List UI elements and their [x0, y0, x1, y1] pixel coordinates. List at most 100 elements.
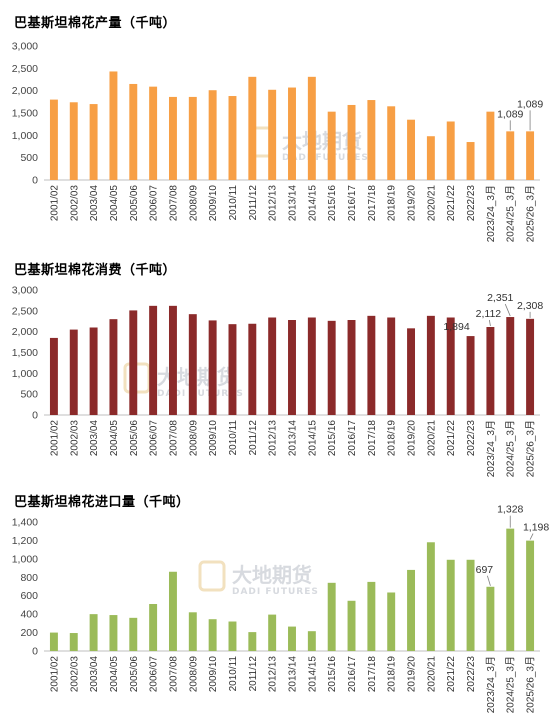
bar-2015/16 [327, 111, 336, 180]
y-tick-label: 2,000 [12, 326, 38, 338]
x-tick-label: 2012/13 [268, 185, 279, 222]
y-tick-label: 0 [32, 646, 38, 658]
bar-2018/19 [387, 317, 396, 415]
bar-2007/08 [168, 305, 177, 415]
bar-2012/13 [268, 317, 277, 415]
x-tick-label: 2017/18 [367, 656, 378, 693]
x-tick-label: 2012/13 [268, 656, 279, 693]
bar-2009/10 [208, 90, 217, 180]
bar-2015/16 [327, 320, 336, 415]
y-tick-label: 500 [20, 152, 38, 164]
x-tick-label: 2025/26_3月 [525, 185, 537, 242]
data-label-leader [504, 303, 511, 317]
x-tick-label: 2017/18 [367, 185, 378, 222]
bar-2006/07 [149, 305, 158, 415]
x-tick-label: 2013/14 [288, 185, 299, 222]
bar-2021/22 [446, 317, 455, 415]
x-tick-label: 2007/08 [168, 420, 179, 457]
x-tick-label: 2022/23 [466, 656, 477, 693]
x-tick-label: 2008/09 [188, 420, 199, 457]
bar-2014/15 [307, 76, 316, 180]
x-tick-label: 2024/25_3月 [505, 656, 517, 713]
data-label: 697 [476, 564, 494, 576]
x-tick-label: 2002/03 [69, 420, 80, 457]
bar-2011/12 [248, 323, 257, 415]
import-chart-title: 巴基斯坦棉花进口量（千吨） [14, 495, 190, 510]
bar-2005/06 [129, 310, 138, 415]
x-tick-label: 2014/15 [307, 185, 318, 222]
y-tick-label: 3,000 [12, 285, 38, 297]
bar-2018/19 [387, 106, 396, 180]
x-tick-label: 2002/03 [69, 656, 80, 693]
bar-2013/14 [288, 320, 296, 415]
x-tick-label: 2003/04 [89, 420, 100, 457]
x-tick-label: 2002/03 [69, 185, 80, 222]
bar-2021/22 [446, 559, 455, 651]
bar-2004/05 [109, 615, 118, 651]
bar-2007/08 [168, 571, 177, 651]
x-tick-label: 2010/11 [228, 185, 239, 221]
x-tick-label: 2021/22 [446, 420, 457, 457]
x-tick-label: 2021/22 [446, 185, 457, 222]
data-label: 1,894 [443, 321, 469, 333]
y-tick-label: 1,200 [12, 535, 38, 547]
x-tick-label: 2006/07 [149, 185, 160, 222]
x-tick-label: 2024/25_3月 [505, 420, 517, 477]
data-label: 1,198 [523, 522, 549, 534]
bar-2018/19 [387, 592, 396, 651]
bar-2019/20 [407, 569, 416, 651]
x-tick-label: 2013/14 [288, 656, 299, 693]
x-tick-label: 2005/06 [129, 420, 140, 457]
consumption-chart-title: 巴基斯坦棉花消费（千吨） [14, 263, 177, 278]
data-label: 2,351 [487, 292, 513, 304]
bar-2005/06 [129, 83, 138, 180]
x-tick-label: 2010/11 [228, 656, 239, 692]
x-tick-label: 2016/17 [347, 420, 358, 457]
y-tick-label: 0 [32, 175, 38, 187]
bar-2012/13 [268, 89, 277, 180]
bar-2009/10 [208, 619, 217, 651]
bar-2017/18 [367, 581, 376, 651]
x-tick-label: 2008/09 [188, 656, 199, 693]
x-tick-label: 2011/12 [248, 656, 259, 692]
bar-2015/16 [327, 582, 336, 651]
x-tick-label: 2006/07 [149, 420, 160, 457]
bar-2010/11 [228, 96, 237, 180]
bar-2022/23 [466, 142, 475, 180]
bar-2024/25_3月 [506, 528, 515, 651]
x-tick-label: 2016/17 [347, 656, 358, 693]
x-tick-label: 2001/02 [49, 656, 60, 693]
x-tick-label: 2024/25_3月 [505, 185, 517, 242]
x-tick-label: 2023/24_3月 [485, 420, 497, 477]
import-chart-panel: 巴基斯坦棉花进口量（千吨） 大地期货 DADI FUTURES 0 200 400 600… [0, 480, 550, 716]
consumption-chart-panel: 巴基斯坦棉花消费（千吨） 大地期货 DADI FUTURES 0 500 1,000 1,… [0, 240, 550, 478]
y-tick-label: 0 [32, 410, 38, 422]
bar-2017/18 [367, 315, 376, 415]
x-tick-label: 2021/22 [446, 656, 457, 693]
x-tick-label: 2019/20 [407, 185, 418, 222]
bar-2017/18 [367, 100, 376, 180]
bar-2013/14 [288, 626, 296, 651]
bar-2025/26_3月 [526, 131, 535, 180]
x-tick-label: 2010/11 [228, 420, 239, 456]
y-tick-label: 200 [20, 627, 38, 639]
bar-2003/04 [89, 327, 98, 415]
watermark-subtext: DADI FUTURES [282, 153, 369, 163]
bar-2022/23 [466, 559, 475, 651]
bar-2010/11 [228, 621, 237, 651]
bar-2005/06 [129, 617, 138, 651]
x-tick-label: 2019/20 [407, 420, 418, 457]
production-chart-title: 巴基斯坦棉花产量（千吨） [14, 16, 177, 31]
x-tick-label: 2005/06 [129, 185, 140, 222]
bar-2001/02 [49, 632, 58, 651]
y-tick-label: 1,400 [12, 517, 38, 529]
x-tick-label: 2020/21 [426, 420, 437, 457]
bar-2002/03 [69, 102, 78, 180]
x-tick-label: 2001/02 [49, 185, 60, 222]
bar-2011/12 [248, 76, 257, 180]
x-tick-label: 2001/02 [49, 420, 60, 457]
